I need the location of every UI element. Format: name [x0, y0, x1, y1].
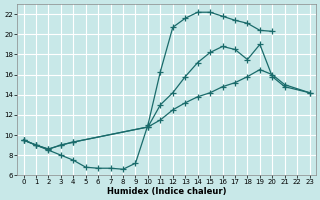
X-axis label: Humidex (Indice chaleur): Humidex (Indice chaleur): [107, 187, 226, 196]
